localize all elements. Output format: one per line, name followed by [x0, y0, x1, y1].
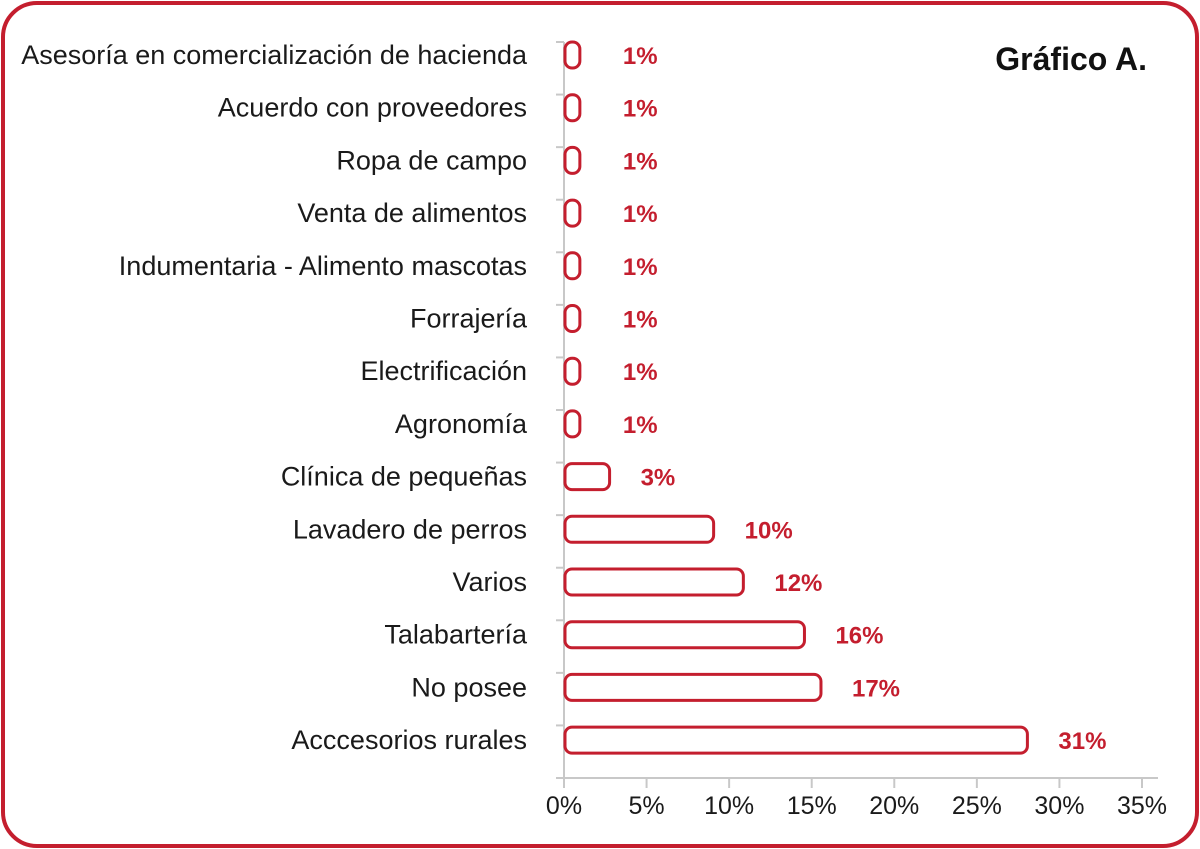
- data-label: 1%: [623, 148, 658, 175]
- bar: [563, 725, 1029, 755]
- x-tick-label: 35%: [1117, 792, 1167, 820]
- x-tick-label: 0%: [546, 792, 582, 820]
- bar: [563, 304, 582, 333]
- x-tick-label: 30%: [1034, 792, 1084, 820]
- data-label: 1%: [623, 359, 658, 386]
- bar: [563, 198, 582, 228]
- data-label: 10%: [745, 517, 793, 544]
- data-label: 1%: [623, 201, 658, 228]
- x-tick-label: 5%: [629, 792, 665, 820]
- category-label: Forrajería: [410, 304, 528, 334]
- category-label: Electrificación: [360, 356, 527, 386]
- category-label: Clínica de pequeñas: [281, 462, 527, 492]
- data-label: 3%: [641, 465, 676, 492]
- bar: [563, 145, 582, 175]
- data-label: 12%: [774, 570, 822, 597]
- bar: [563, 251, 582, 281]
- x-tick-label: 10%: [704, 792, 754, 820]
- category-label: Acuerdo con proveedores: [218, 93, 527, 123]
- category-label: Venta de alimentos: [297, 198, 527, 228]
- category-label: Lavadero de perros: [293, 514, 527, 544]
- category-label: Indumentaria - Alimento mascotas: [119, 251, 527, 281]
- bar: [563, 672, 823, 702]
- bar: [563, 514, 716, 544]
- data-label: 1%: [623, 307, 658, 334]
- category-label: No posee: [411, 672, 527, 702]
- bar: [563, 620, 806, 650]
- bar: [563, 40, 582, 70]
- bar: [563, 409, 582, 439]
- data-label: 31%: [1058, 728, 1106, 755]
- chart-title: Gráfico A.: [995, 41, 1147, 77]
- data-label: 1%: [623, 412, 658, 439]
- x-tick-label: 15%: [787, 792, 837, 820]
- bar: [563, 356, 582, 386]
- data-label: 1%: [623, 96, 658, 123]
- category-label: Talabartería: [384, 620, 528, 650]
- x-tick-label: 20%: [869, 792, 919, 820]
- category-label: Asesoría en comercialización de hacienda: [21, 40, 528, 70]
- x-tick-label: 25%: [952, 792, 1002, 820]
- category-label: Agronomía: [395, 409, 528, 439]
- category-label: Ropa de campo: [336, 145, 527, 175]
- bar: [563, 93, 582, 123]
- bar: [563, 462, 612, 492]
- category-label: Acccesorios rurales: [291, 725, 527, 755]
- bar: [563, 567, 745, 597]
- data-label: 16%: [835, 623, 883, 650]
- data-label: 17%: [852, 675, 900, 702]
- category-label: Varios: [452, 567, 527, 597]
- data-label: 1%: [623, 254, 658, 281]
- data-label: 1%: [623, 43, 658, 70]
